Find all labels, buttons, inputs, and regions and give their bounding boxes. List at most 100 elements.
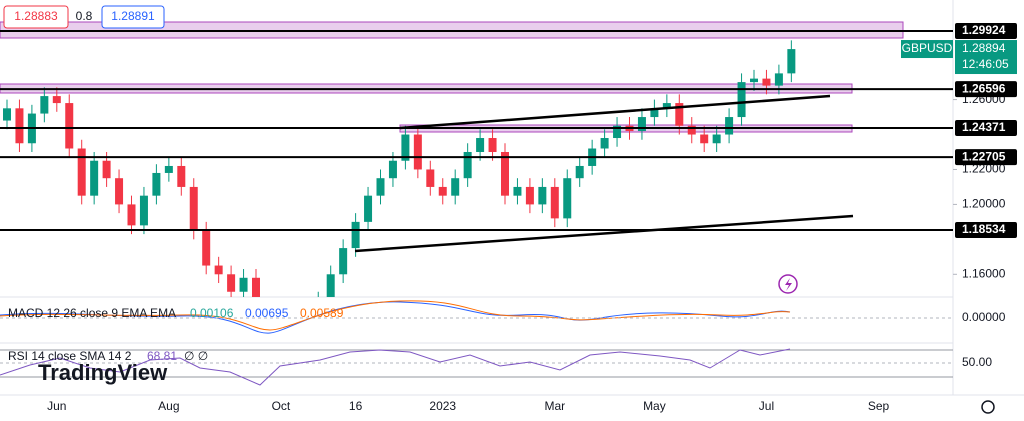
candle-body xyxy=(476,138,485,152)
candle-body xyxy=(52,96,61,104)
x-tick-label: Sep xyxy=(868,399,890,413)
bid: 1.28883 xyxy=(14,9,58,23)
candle-body xyxy=(513,186,522,196)
x-tick-label: Jun xyxy=(47,399,66,413)
trend-line xyxy=(399,94,831,130)
candle-body xyxy=(451,178,460,196)
candle-body xyxy=(388,160,397,179)
brand: TradingView xyxy=(38,360,168,385)
level-label-box xyxy=(955,23,1017,40)
level-label: 1.18534 xyxy=(962,222,1006,236)
candle-body xyxy=(239,277,248,292)
candle-body xyxy=(488,138,497,152)
candle-body xyxy=(214,265,223,275)
macd-value: 0.00695 xyxy=(245,306,289,320)
symbol: GBPUSD xyxy=(902,41,953,55)
macd-line xyxy=(0,301,791,334)
candle-body xyxy=(501,151,509,196)
candle-body xyxy=(139,195,148,226)
candle-body xyxy=(700,134,709,144)
candle-body xyxy=(202,230,211,266)
countdown: 12:46:05 xyxy=(962,57,1009,71)
x-tick-label: 2023 xyxy=(429,399,456,413)
last-price: 1.28894 xyxy=(962,41,1006,55)
candle-body xyxy=(127,204,136,226)
level-label: 1.26596 xyxy=(962,81,1006,95)
candle-body xyxy=(376,178,385,196)
macd-legend: MACD 12 26 close 9 EMA EMA xyxy=(8,306,176,320)
bid-box[interactable] xyxy=(3,5,69,29)
spread: 0.8 xyxy=(76,9,93,23)
candle-body xyxy=(40,96,49,114)
candle-body xyxy=(712,134,721,144)
candle-body xyxy=(351,221,360,249)
rsi-line xyxy=(0,348,791,386)
candle-body xyxy=(650,108,659,118)
candle-body xyxy=(687,125,696,135)
candle-body xyxy=(525,186,534,205)
macd-tick-label: 0.00000 xyxy=(962,310,1006,324)
candle-body xyxy=(662,103,671,109)
rsi-legend: RSI 14 close SMA 14 2 xyxy=(8,349,132,363)
candle-body xyxy=(774,73,783,86)
candle-body xyxy=(152,172,161,196)
x-tick-label: May xyxy=(643,399,666,413)
candle-body xyxy=(252,277,260,297)
ask-box[interactable] xyxy=(101,5,165,29)
settings-icon[interactable] xyxy=(981,400,995,414)
candle-body xyxy=(675,103,684,126)
x-tick-label: Jul xyxy=(759,399,774,413)
candle-body xyxy=(189,186,198,231)
trend-line xyxy=(354,214,854,253)
ask: 1.28891 xyxy=(111,9,155,23)
candle-body xyxy=(725,117,734,135)
candle-body xyxy=(575,165,584,179)
candle-body xyxy=(90,160,99,196)
x-tick-label: 16 xyxy=(349,399,363,413)
level-label-box xyxy=(955,149,1017,166)
candle-body xyxy=(339,248,348,275)
x-tick-label: Oct xyxy=(272,399,291,413)
candle-body xyxy=(102,160,111,179)
candle-body xyxy=(413,134,422,170)
candle-body xyxy=(177,165,186,187)
symbol-box xyxy=(901,40,953,59)
candle-body xyxy=(15,108,24,144)
candle-body xyxy=(750,78,758,83)
candle-body xyxy=(364,195,373,222)
candle-body xyxy=(426,169,435,187)
candle-body xyxy=(787,49,796,74)
level-label-box xyxy=(955,81,1017,98)
candle-body xyxy=(613,125,622,139)
candle-body xyxy=(637,117,646,132)
y-tick-label: 1.16000 xyxy=(962,266,1006,280)
candle-body xyxy=(115,178,124,205)
candle-body xyxy=(550,186,559,219)
level-label-box xyxy=(955,120,1017,137)
macd-value: 0.00106 xyxy=(190,306,234,320)
level-label: 1.29924 xyxy=(962,23,1006,37)
rsi-extra: ∅ ∅ xyxy=(184,349,208,363)
candle-body xyxy=(600,138,609,149)
event-icon[interactable] xyxy=(778,274,798,294)
level-label: 1.24371 xyxy=(962,120,1006,134)
x-tick-label: Aug xyxy=(158,399,179,413)
candle-body xyxy=(326,274,335,297)
macd-value: 0.00589 xyxy=(300,306,344,320)
level-label: 1.22705 xyxy=(962,149,1006,163)
level-label-box xyxy=(955,222,1017,239)
candle-body xyxy=(164,165,173,173)
candle-body xyxy=(438,186,447,196)
candle-body xyxy=(77,148,86,196)
rsi-value: 68.81 xyxy=(147,349,177,363)
candle-body xyxy=(3,108,11,121)
event-icon-bolt xyxy=(785,278,792,291)
candle-body xyxy=(65,103,74,149)
x-tick-label: Mar xyxy=(544,399,565,413)
rsi-tick-label: 50.00 xyxy=(962,355,992,369)
candle-body xyxy=(538,186,547,205)
last-price-box xyxy=(955,40,1017,75)
y-tick-label: 1.20000 xyxy=(962,197,1006,211)
